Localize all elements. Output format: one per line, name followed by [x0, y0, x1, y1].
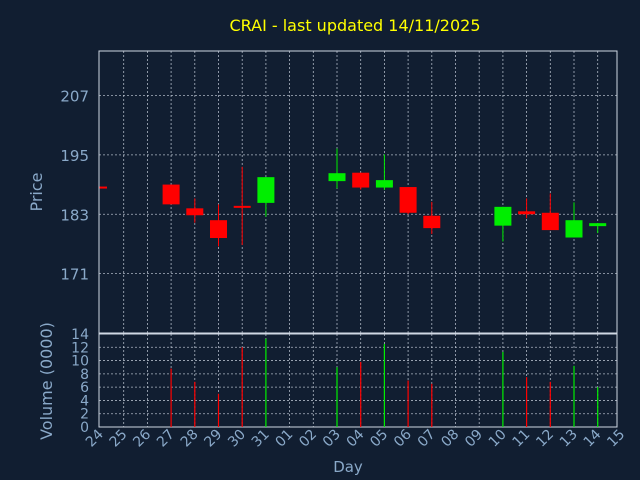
candle [257, 177, 275, 217]
candle-body [589, 223, 607, 227]
candle-body [399, 187, 417, 213]
x-tick-label: 05 [367, 427, 391, 451]
volume-tick-label: 0 [80, 420, 89, 436]
chart-title: CRAI - last updated 14/11/2025 [229, 16, 480, 35]
candle-body [352, 172, 370, 188]
volume-tick-label: 4 [80, 393, 89, 409]
x-tick-label: 27 [154, 427, 178, 451]
x-tick-label: 28 [178, 427, 202, 451]
candle [399, 187, 417, 215]
candle [565, 202, 583, 238]
price-tick-label: 171 [60, 266, 89, 284]
candle-body [186, 208, 204, 216]
candle-body [233, 205, 251, 208]
x-tick-label: 04 [344, 426, 368, 450]
x-tick-label: 11 [510, 427, 534, 451]
volume-grid [99, 334, 617, 427]
volume-tick-label: 8 [80, 367, 89, 383]
x-tick-label: 14 [581, 426, 605, 450]
x-axis-ticks: 24 25 26 27 28 29 30 31 01 02 03 04 05 06 07 08 09 10 11 12… [83, 426, 628, 450]
candle [375, 154, 393, 191]
candle [423, 201, 441, 235]
volume-tick-label: 14 [71, 327, 89, 343]
x-tick-label: 30 [225, 427, 249, 451]
candle-body [494, 206, 512, 226]
candle [186, 198, 204, 223]
candle-body [257, 177, 275, 203]
candle-body [210, 220, 227, 239]
volume-axis-label: Volume (0000) [37, 322, 56, 440]
x-tick-label: 29 [201, 427, 225, 451]
candle [233, 166, 251, 245]
price-tick-label: 195 [60, 147, 89, 165]
candle [328, 148, 346, 189]
volume-panel-frame [98, 333, 618, 428]
x-tick-label: 08 [438, 427, 462, 451]
x-tick-label: 10 [486, 427, 510, 451]
x-tick-label: 26 [130, 426, 154, 450]
x-tick-label: 13 [557, 427, 581, 451]
candle-body [328, 173, 346, 182]
candle [494, 206, 512, 242]
candle-body [565, 220, 583, 238]
candle [162, 184, 180, 205]
volume-tick-label: 12 [71, 340, 89, 356]
price-axis-label: Price [27, 172, 46, 211]
x-tick-label: 15 [604, 427, 628, 451]
price-axis-ticks: 171 183 195 207 [60, 88, 89, 284]
price-tick-label: 207 [60, 88, 89, 106]
candlestick-series [99, 148, 607, 247]
x-tick-label: 07 [415, 427, 439, 451]
candle [210, 204, 227, 247]
x-tick-label: 02 [296, 427, 320, 451]
volume-tick-label: 10 [71, 354, 89, 370]
price-tick-label: 183 [60, 206, 89, 224]
x-tick-label: 09 [462, 427, 486, 451]
candle-body [100, 186, 107, 189]
volume-tick-label: 2 [80, 407, 89, 423]
x-axis-label: Day [333, 458, 363, 476]
volume-series [170, 338, 599, 427]
candle [352, 172, 370, 190]
candle-body [375, 180, 393, 188]
price-panel-frame [98, 50, 618, 334]
candle [99, 186, 107, 189]
candle [541, 193, 559, 231]
volume-tick-label: 6 [80, 380, 89, 396]
x-tick-label: 03 [320, 427, 344, 451]
candle [589, 223, 607, 234]
x-tick-label: 06 [391, 426, 415, 450]
candle [518, 198, 536, 219]
candle-body [541, 212, 559, 231]
candle-body [423, 215, 441, 229]
x-tick-label: 12 [533, 427, 557, 451]
x-tick-label: 01 [273, 427, 297, 451]
candle-body [162, 184, 180, 205]
candle-body [518, 211, 536, 215]
x-tick-label: 25 [107, 427, 131, 451]
x-tick-label: 31 [249, 427, 273, 451]
